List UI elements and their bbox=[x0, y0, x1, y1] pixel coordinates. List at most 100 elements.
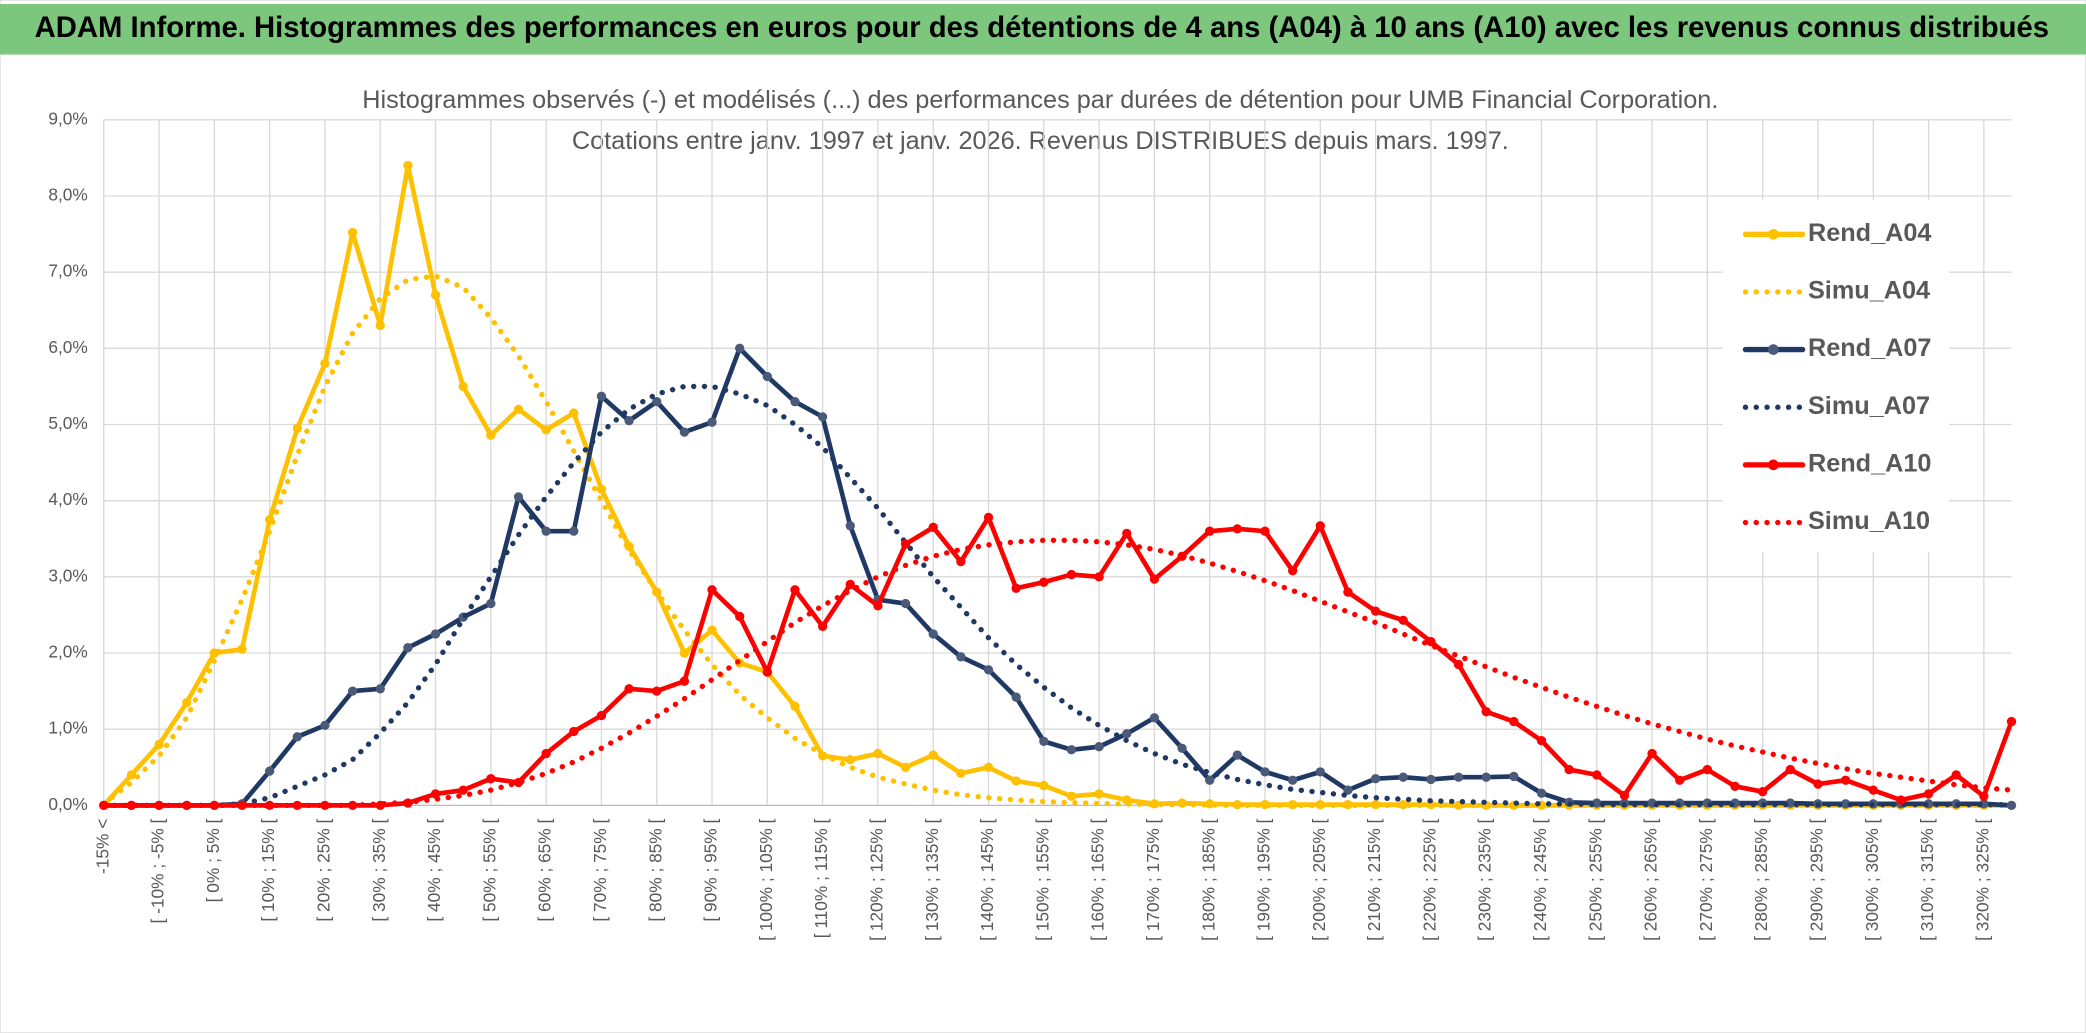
x-tick-label: [ 290% ; 295% [ bbox=[1807, 818, 1827, 940]
data-point bbox=[1813, 779, 1823, 789]
data-point bbox=[596, 484, 607, 494]
data-point bbox=[1343, 587, 1353, 597]
y-tick-label: 5,0% bbox=[48, 413, 87, 433]
data-point bbox=[1260, 767, 1270, 777]
x-tick-label: [ 200% ; 205% [ bbox=[1309, 818, 1329, 940]
data-point bbox=[569, 526, 579, 536]
data-point bbox=[1260, 526, 1270, 536]
series-line bbox=[101, 515, 2014, 808]
data-point bbox=[1509, 771, 1519, 782]
data-point bbox=[1011, 776, 1021, 786]
data-point bbox=[1315, 767, 1325, 777]
data-point bbox=[320, 720, 330, 731]
data-point bbox=[430, 789, 441, 799]
data-point bbox=[1370, 606, 1381, 616]
data-point bbox=[2006, 716, 2017, 727]
data-point bbox=[347, 686, 358, 696]
data-point bbox=[1039, 736, 1049, 747]
data-point bbox=[1398, 799, 1408, 810]
legend-box bbox=[1722, 199, 1949, 553]
data-point bbox=[1453, 772, 1464, 782]
data-point bbox=[126, 800, 137, 811]
x-tick-label: [ 100% ; 105% [ bbox=[756, 818, 776, 940]
data-point bbox=[845, 579, 855, 590]
x-tick-label: [ 110% ; 115% [ bbox=[811, 818, 831, 938]
data-point bbox=[1979, 791, 1989, 801]
data-point bbox=[1619, 790, 1630, 801]
data-point bbox=[900, 762, 911, 772]
x-tick-label: [ 80% ; 85% [ bbox=[645, 818, 665, 921]
x-tick-label: [ 300% ; 305% [ bbox=[1862, 818, 1882, 940]
x-tick-label: [ 90% ; 95% [ bbox=[701, 818, 721, 921]
data-point bbox=[1592, 770, 1602, 780]
data-point bbox=[1177, 743, 1187, 753]
y-tick-label: 8,0% bbox=[48, 185, 87, 205]
data-point bbox=[375, 320, 385, 331]
x-tick-label: [ 20% ; 25% [ bbox=[314, 818, 334, 921]
x-tick-label: [ 270% ; 275% [ bbox=[1696, 818, 1716, 940]
data-point bbox=[983, 512, 994, 523]
data-point bbox=[845, 521, 855, 531]
data-point bbox=[1094, 789, 1104, 799]
data-point bbox=[458, 381, 468, 392]
data-point bbox=[1785, 764, 1795, 775]
data-point bbox=[900, 539, 911, 549]
data-point bbox=[873, 601, 883, 611]
data-point bbox=[1481, 772, 1491, 782]
data-point bbox=[762, 667, 772, 677]
data-point bbox=[983, 762, 994, 772]
data-point bbox=[1149, 713, 1160, 723]
data-point bbox=[679, 676, 690, 686]
data-point bbox=[1675, 775, 1685, 785]
data-point bbox=[707, 417, 717, 427]
data-point bbox=[541, 748, 551, 759]
x-tick-label: [ 130% ; 135% [ bbox=[922, 818, 942, 940]
data-point bbox=[1011, 692, 1021, 702]
data-point bbox=[1122, 729, 1132, 739]
data-point bbox=[569, 408, 579, 418]
data-point bbox=[928, 522, 938, 532]
data-point bbox=[347, 227, 358, 238]
data-point bbox=[735, 343, 745, 353]
legend-label: Rend_A10 bbox=[1808, 450, 1932, 478]
x-tick-label: [ 220% ; 225% [ bbox=[1419, 818, 1439, 940]
data-point bbox=[735, 611, 745, 622]
data-point bbox=[430, 629, 441, 639]
data-point bbox=[1398, 772, 1408, 782]
series-line bbox=[101, 346, 2014, 808]
y-tick-label: 3,0% bbox=[48, 565, 87, 585]
data-point bbox=[320, 800, 330, 811]
data-point bbox=[126, 770, 137, 780]
header-bar bbox=[0, 3, 2086, 55]
x-tick-label: [ 150% ; 155% [ bbox=[1032, 818, 1052, 940]
x-tick-label: [ 190% ; 195% [ bbox=[1254, 818, 1274, 940]
data-point bbox=[596, 710, 607, 721]
x-tick-label: [ 0% ; 5% [ bbox=[203, 818, 223, 902]
data-point bbox=[1536, 788, 1547, 798]
x-tick-label: [ 240% ; 245% [ bbox=[1530, 818, 1550, 940]
legend-marker bbox=[1768, 228, 1779, 240]
data-point bbox=[624, 416, 634, 426]
data-point bbox=[1426, 636, 1436, 647]
data-point bbox=[1370, 774, 1381, 784]
data-point bbox=[624, 684, 634, 694]
x-tick-label: [ 210% ; 215% [ bbox=[1364, 818, 1384, 940]
y-tick-label: 2,0% bbox=[48, 642, 87, 662]
header-title: ADAM Informe. Histogrammes des performan… bbox=[35, 12, 2049, 44]
data-point bbox=[1702, 764, 1713, 775]
x-tick-label: [ 260% ; 265% [ bbox=[1641, 818, 1661, 940]
data-point bbox=[679, 427, 690, 437]
data-point bbox=[1066, 569, 1077, 580]
data-point bbox=[403, 160, 413, 171]
data-point bbox=[1205, 775, 1215, 785]
data-point bbox=[1039, 577, 1049, 587]
data-point bbox=[1315, 521, 1325, 531]
data-point bbox=[1066, 791, 1077, 801]
x-tick-label: [ 60% ; 65% [ bbox=[535, 818, 555, 921]
data-point bbox=[1094, 572, 1104, 582]
x-tick-label: [ 40% ; 45% [ bbox=[424, 818, 444, 921]
data-point bbox=[1343, 785, 1353, 795]
data-point bbox=[486, 598, 496, 609]
data-point bbox=[1868, 785, 1878, 795]
data-point bbox=[1011, 583, 1021, 593]
